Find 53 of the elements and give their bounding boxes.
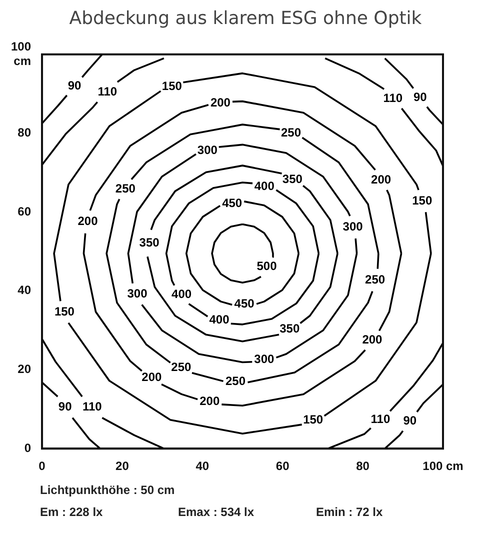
y-tick-label: 40: [18, 283, 32, 298]
text: Emax : 534 lx: [178, 505, 256, 519]
text: 300: [342, 220, 363, 234]
text: 300: [127, 286, 148, 300]
series-label: 90: [413, 90, 428, 104]
series-label: 110: [383, 91, 403, 106]
text: 250: [365, 272, 386, 286]
text: 250: [115, 182, 136, 196]
text: 200: [210, 96, 230, 110]
series-label: 350: [282, 172, 303, 186]
text: Em : 228 lx: [40, 505, 104, 519]
x-tick-label: 20: [116, 459, 130, 474]
y-tick-label: 100 cm: [10, 40, 32, 68]
series-label: 90: [68, 78, 82, 93]
text: 200: [78, 214, 98, 228]
text: 200: [371, 172, 392, 186]
series-label: 250: [171, 360, 192, 374]
text: 150: [303, 412, 324, 427]
series-label: 300: [254, 352, 274, 366]
series-label: 110: [82, 400, 102, 414]
series-label: 90: [58, 400, 72, 414]
series-label: 110: [370, 412, 390, 426]
y-tick-label: 60: [18, 204, 32, 218]
series-label: 450: [234, 296, 255, 311]
series-label: 400: [209, 312, 230, 326]
series-label: 150: [162, 79, 182, 94]
y-tick-label: 20: [18, 362, 32, 376]
text: 150: [412, 193, 432, 208]
text: 350: [139, 236, 160, 250]
x-tick-label: 80: [356, 459, 370, 474]
text: 350: [280, 321, 300, 336]
text: 200: [200, 394, 220, 408]
text: Emin : 72 lx: [316, 505, 384, 519]
text: 250: [281, 126, 302, 140]
x-tick-label: 100 cm: [422, 459, 464, 474]
series-label: 90: [403, 414, 417, 428]
x-tick-label: 60: [276, 459, 290, 474]
chart-title: Abdeckung aus klarem ESG ohne Optik: [68, 8, 423, 29]
y-tick-label: 0: [24, 440, 32, 455]
text: 450: [222, 196, 242, 210]
x-tick-label: 40: [196, 459, 210, 474]
x-tick-label: 0: [38, 459, 46, 474]
text: 150: [54, 304, 74, 318]
text: 300: [197, 142, 218, 157]
series-label: 200: [142, 370, 162, 384]
text: 400: [172, 286, 192, 301]
text: Lichtpunkthöhe : 50 cm: [40, 483, 176, 497]
series-label: 110: [98, 84, 118, 98]
series-label: 500: [256, 259, 278, 274]
text: 400: [254, 178, 274, 193]
y-tick-label: 80: [18, 126, 32, 140]
text: 250: [225, 374, 246, 388]
text: 200: [362, 332, 382, 347]
